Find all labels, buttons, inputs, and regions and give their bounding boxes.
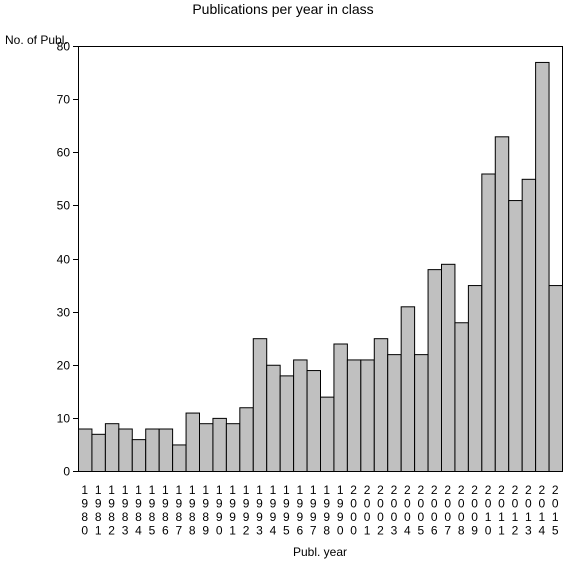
bar	[131, 439, 147, 473]
bar	[427, 269, 442, 473]
y-tick-label: 50	[57, 199, 71, 213]
bar	[360, 359, 375, 472]
bar	[346, 359, 362, 472]
y-tick-label: 20	[57, 359, 71, 373]
y-tick-label: 0	[63, 465, 70, 479]
bar	[508, 200, 523, 472]
bar	[535, 61, 550, 472]
bar	[414, 354, 429, 473]
bar	[454, 322, 469, 472]
bar	[199, 423, 214, 473]
y-axis: 0 10 20 30 40 50 60 70 80	[57, 40, 78, 479]
bar	[279, 375, 295, 473]
bar	[104, 423, 120, 473]
y-tick-label: 10	[57, 412, 71, 426]
plot-frame	[78, 46, 563, 472]
y-tick-label: 60	[57, 146, 71, 160]
x-axis-label: Publ. year	[293, 545, 347, 559]
y-tick-label: 30	[57, 306, 71, 320]
bar	[91, 433, 106, 472]
bar	[145, 428, 160, 472]
bar	[548, 285, 563, 472]
y-tick-label: 40	[57, 253, 71, 267]
bar	[373, 338, 389, 472]
y-tick-label: 80	[57, 40, 71, 54]
bar	[118, 428, 133, 472]
bar	[252, 338, 268, 472]
bar	[306, 370, 321, 472]
bar	[387, 354, 402, 473]
x-axis-ticks: 1 9 8 0 1 9 8 1 1 9 8 2 1 9 8 3 1 9 8 4 1 9 8 5 1 9 8 6 1 9 8 7 1 9 8 8 1 9 8 9…	[81, 483, 559, 538]
bar	[333, 343, 348, 472]
y-tick-label: 70	[57, 93, 71, 107]
bar	[78, 428, 93, 472]
bar	[212, 417, 227, 473]
bar	[225, 423, 241, 473]
bar	[441, 263, 456, 472]
bars	[78, 61, 563, 473]
chart-title: Publications per year in class	[192, 1, 373, 17]
bar	[521, 178, 537, 472]
bar	[494, 136, 510, 472]
bar	[400, 306, 416, 472]
bar	[293, 359, 308, 472]
bar	[266, 364, 281, 472]
bar	[481, 173, 496, 472]
bar	[172, 444, 187, 473]
bar	[185, 412, 200, 472]
bar	[467, 285, 483, 472]
bar	[320, 396, 335, 473]
y-axis-label: No. of Publ.	[5, 33, 68, 47]
bar	[239, 407, 254, 472]
bar	[158, 428, 174, 472]
